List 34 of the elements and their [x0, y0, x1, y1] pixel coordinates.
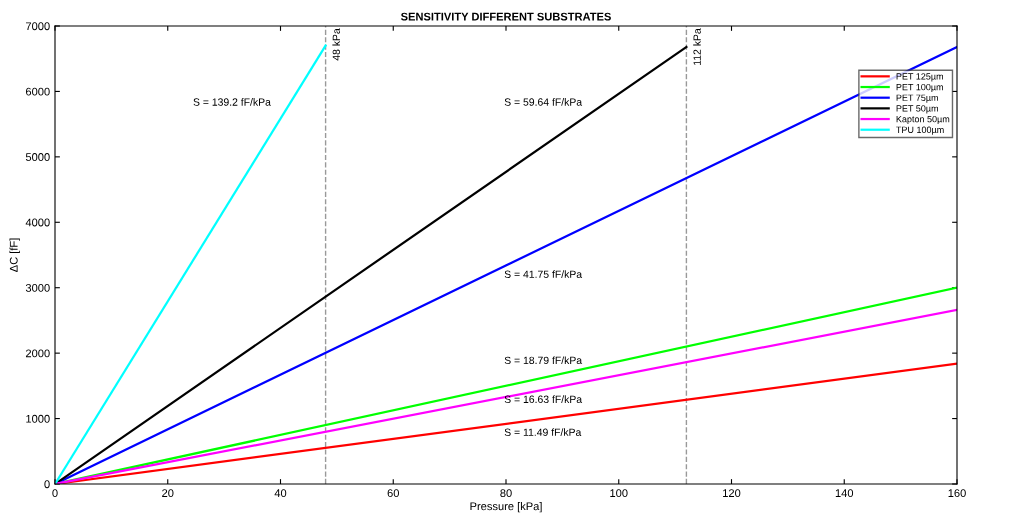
chart-title: SENSITIVITY DIFFERENT SUBSTRATES [400, 12, 611, 21]
x-tick-label: 140 [835, 489, 854, 498]
legend-label: PET 50µm [896, 105, 938, 114]
y-tick-label: 1000 [26, 414, 50, 423]
annotation: S = 139.2 fF/kPa [193, 98, 271, 106]
y-tick-label: 4000 [25, 218, 50, 227]
legend-label: PET 100µm [896, 83, 943, 93]
x-tick-label: 20 [162, 489, 174, 498]
y-tick-label: 7000 [25, 22, 50, 31]
annotation: S = 11.49 fF/kPa [504, 428, 582, 436]
ref-line-label: 112 kPa [693, 28, 701, 65]
y-tick-label: 3000 [25, 283, 50, 292]
legend-label: PET 125µm [896, 73, 943, 82]
ref-line-label: 48 kPa [332, 28, 341, 61]
legend-label: PET 75µm [896, 94, 938, 103]
x-tick-label: 80 [500, 489, 512, 498]
x-tick-label: 40 [274, 489, 287, 498]
legend-label: TPU 100µm [896, 126, 944, 135]
y-tick-label: 5000 [25, 153, 50, 161]
x-tick-label: 0 [52, 489, 58, 498]
x-tick-label: 60 [387, 489, 399, 498]
x-tick-label: 120 [723, 489, 741, 498]
annotation: S = 16.63 fF/kPa [504, 395, 583, 403]
y-tick-label: 6000 [25, 87, 50, 96]
x-axis-title: Pressure [kPa] [470, 502, 542, 513]
annotation: S = 18.79 fF/kPa [504, 356, 583, 365]
y-axis-title: ΔC [fF] [9, 238, 20, 272]
x-tick-label: 160 [948, 489, 966, 498]
annotation: S = 59.64 fF/kPa [504, 98, 583, 106]
x-tick-label: 100 [610, 489, 628, 498]
legend-label: Kapton 50µm [896, 115, 950, 125]
y-tick-label: 2000 [25, 349, 50, 358]
y-tick-label: 0 [44, 480, 50, 489]
annotation: S = 41.75 fF/kPa [504, 270, 583, 278]
